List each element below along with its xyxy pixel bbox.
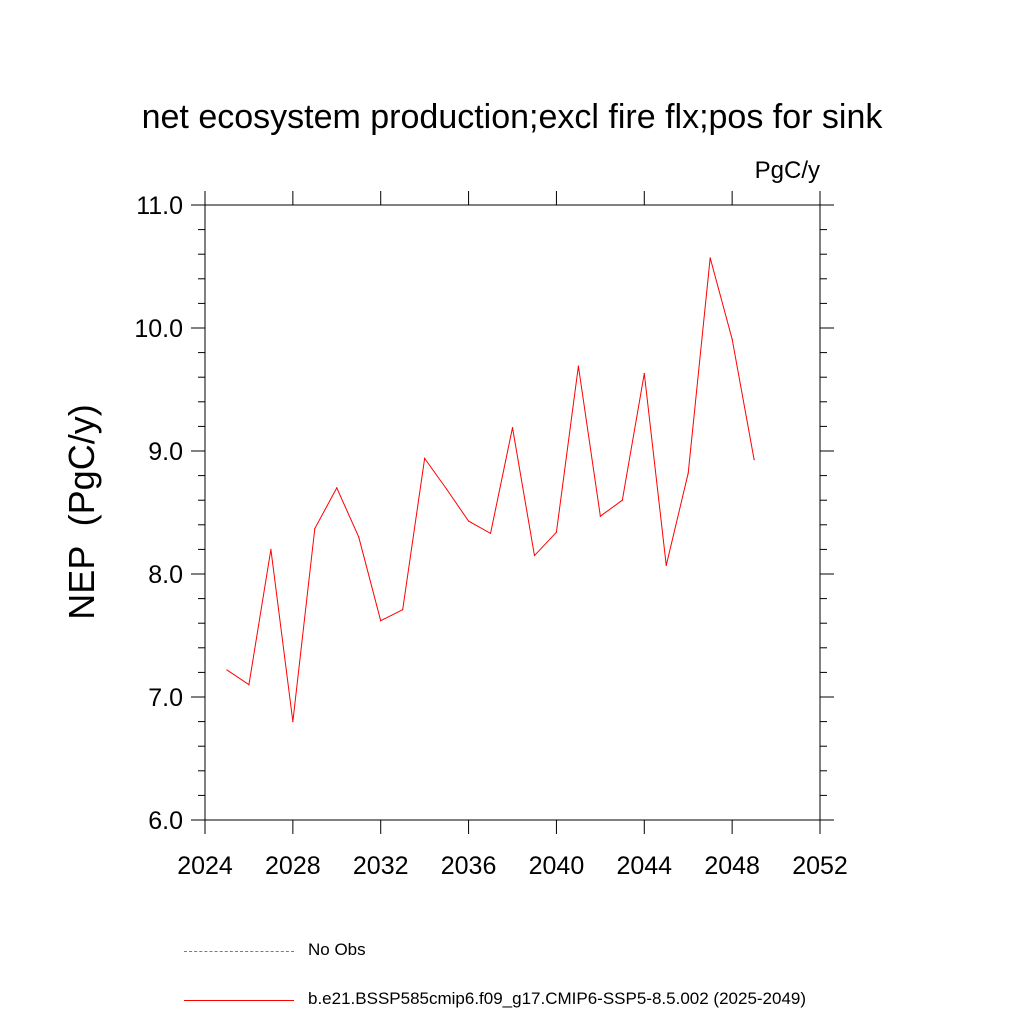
x-tick-label: 2052 (792, 852, 848, 880)
x-tick-label: 2036 (441, 852, 497, 880)
y-tick-label: 6.0 (148, 807, 183, 835)
data-point (248, 684, 250, 686)
data-point (599, 515, 601, 517)
x-tick-label: 2048 (704, 852, 760, 880)
units-label: PgC/y (754, 157, 820, 184)
data-point (467, 520, 470, 522)
data-point (753, 459, 755, 461)
x-tick-label: 2040 (529, 852, 585, 880)
x-tick-label: 2044 (616, 852, 672, 880)
data-point (226, 669, 228, 671)
data-point (336, 487, 338, 489)
legend: No Obs b.e21.BSSP585cmip6.f09_g17.CMIP6-… (184, 936, 984, 1016)
data-point (380, 620, 382, 622)
data-point (402, 609, 404, 611)
legend-swatch-solid (184, 1000, 294, 1001)
x-tick-label: 2032 (353, 852, 409, 880)
data-point (709, 257, 711, 259)
data-point (358, 536, 360, 538)
data-point (687, 472, 689, 474)
y-tick-label: 11.0 (136, 192, 183, 220)
data-point (511, 427, 514, 429)
y-tick-label: 10.0 (134, 315, 183, 343)
data-point (555, 531, 558, 533)
data-point (577, 365, 579, 367)
legend-item-series: b.e21.BSSP585cmip6.f09_g17.CMIP6-SSP5-8.… (184, 985, 944, 1013)
data-point (446, 488, 448, 490)
y-axis-label: NEP (PgC/y) (61, 404, 102, 620)
data-point (533, 554, 536, 557)
data-point (314, 527, 316, 530)
x-tick-label: 2024 (177, 852, 233, 880)
data-point (424, 457, 426, 459)
data-point (621, 499, 623, 501)
data-point (292, 721, 294, 723)
data-point (270, 548, 272, 551)
legend-label: b.e21.BSSP585cmip6.f09_g17.CMIP6-SSP5-8.… (308, 989, 807, 1008)
data-point (643, 372, 645, 375)
legend-item-no-obs: No Obs (184, 936, 944, 964)
legend-label: No Obs (308, 940, 366, 959)
y-tick-label: 8.0 (148, 561, 183, 589)
y-tick-label: 9.0 (148, 438, 183, 466)
chart-title: net ecosystem production;excl fire flx;p… (141, 98, 883, 136)
series-line (226, 257, 755, 722)
data-point (489, 532, 492, 535)
data-point (665, 564, 667, 566)
plot-frame (204, 204, 821, 821)
legend-swatch-dashed (184, 951, 294, 952)
x-tick-label: 2028 (265, 852, 321, 880)
data-point (731, 338, 733, 340)
y-tick-label: 7.0 (148, 684, 183, 712)
